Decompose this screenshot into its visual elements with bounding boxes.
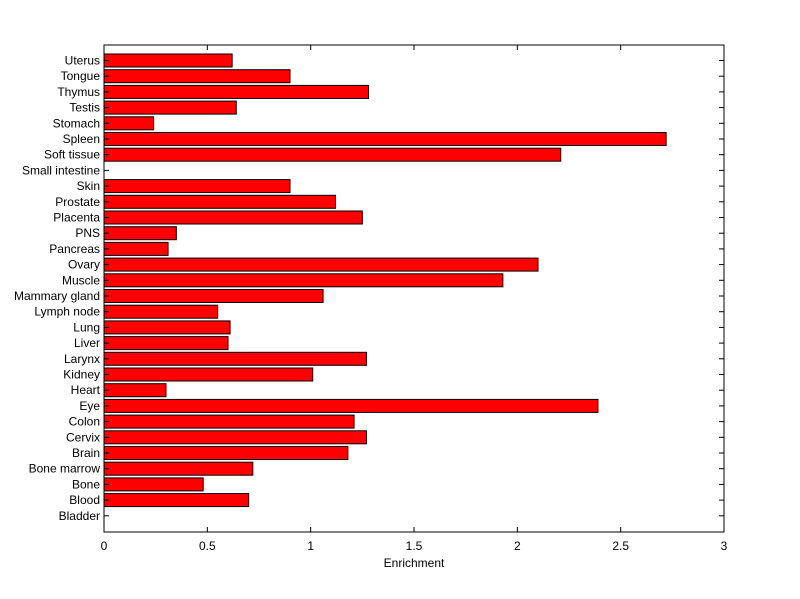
y-tick-label-muscle: Muscle (62, 273, 100, 287)
bar-stomach (103, 116, 155, 131)
x-tick-label-6: 3 (721, 539, 728, 553)
bar-cervix (103, 430, 367, 445)
bar-thymus (103, 84, 370, 99)
bar-bone (103, 477, 204, 492)
y-tick-label-colon: Colon (69, 415, 100, 429)
y-tick-label-placenta: Placenta (53, 211, 100, 225)
bar-kidney (103, 367, 314, 382)
bar-blood (103, 493, 250, 508)
bar-soft-tissue (103, 147, 562, 162)
plot-frame (103, 44, 725, 533)
y-tick-label-spleen: Spleen (63, 132, 100, 146)
bar-liver (103, 336, 229, 351)
bar-testis (103, 100, 237, 115)
y-tick-label-cervix: Cervix (66, 430, 100, 444)
y-tick-label-small-intestine: Small intestine (22, 163, 100, 177)
bar-pns (103, 226, 177, 241)
y-tick-label-ovary: Ovary (68, 258, 100, 272)
y-tick-label-pns: PNS (75, 226, 100, 240)
y-tick-label-tongue: Tongue (61, 69, 101, 83)
bar-skin (103, 179, 291, 194)
x-tick-label-1: 0.5 (199, 539, 216, 553)
y-tick-label-liver: Liver (74, 336, 100, 350)
bar-placenta (103, 210, 363, 225)
y-tick-label-bladder: Bladder (59, 509, 100, 523)
bar-mammary-gland (103, 289, 324, 303)
bar-lymph-node (103, 304, 219, 319)
y-tick-label-bone: Bone (72, 477, 100, 491)
bar-tongue (103, 69, 291, 84)
y-tick-label-bone-marrow: Bone marrow (29, 462, 101, 476)
bar-muscle (103, 273, 504, 288)
bar-prostate (103, 194, 336, 209)
x-tick-label-3: 1.5 (406, 539, 423, 553)
bar-lung (103, 320, 231, 335)
bar-spleen (103, 132, 667, 146)
y-tick-label-skin: Skin (77, 179, 100, 193)
y-tick-label-lymph-node: Lymph node (34, 305, 100, 319)
y-tick-label-pancreas: Pancreas (49, 242, 100, 256)
y-tick-label-soft-tissue: Soft tissue (44, 148, 100, 162)
y-tick-label-prostate: Prostate (55, 195, 100, 209)
y-tick-label-eye: Eye (79, 399, 100, 413)
y-tick-label-larynx: Larynx (64, 352, 100, 366)
bar-heart (103, 383, 167, 398)
x-axis-label: Enrichment (384, 556, 445, 570)
x-tick-label-5: 2.5 (612, 539, 629, 553)
y-tick-label-kidney: Kidney (63, 368, 100, 382)
y-tick-label-testis: Testis (69, 101, 100, 115)
bar-larynx (103, 351, 367, 366)
y-tick-label-lung: Lung (73, 320, 100, 334)
bar-bone-marrow (103, 461, 254, 476)
y-tick-label-uterus: Uterus (65, 54, 100, 68)
y-tick-label-brain: Brain (72, 446, 100, 460)
y-tick-label-heart: Heart (71, 383, 101, 397)
y-tick-label-thymus: Thymus (57, 85, 100, 99)
bar-colon (103, 414, 355, 429)
bar-eye (103, 398, 599, 413)
y-tick-label-mammary-gland: Mammary gland (14, 289, 100, 303)
x-tick-label-2: 1 (307, 539, 314, 553)
bar-brain (103, 446, 349, 460)
bar-pancreas (103, 241, 169, 256)
y-tick-label-stomach: Stomach (53, 116, 100, 130)
x-tick-label-4: 2 (514, 539, 521, 553)
bar-ovary (103, 257, 539, 272)
y-tick-label-blood: Blood (69, 493, 100, 507)
x-tick-label-0: 0 (101, 539, 108, 553)
bar-uterus (103, 53, 233, 68)
